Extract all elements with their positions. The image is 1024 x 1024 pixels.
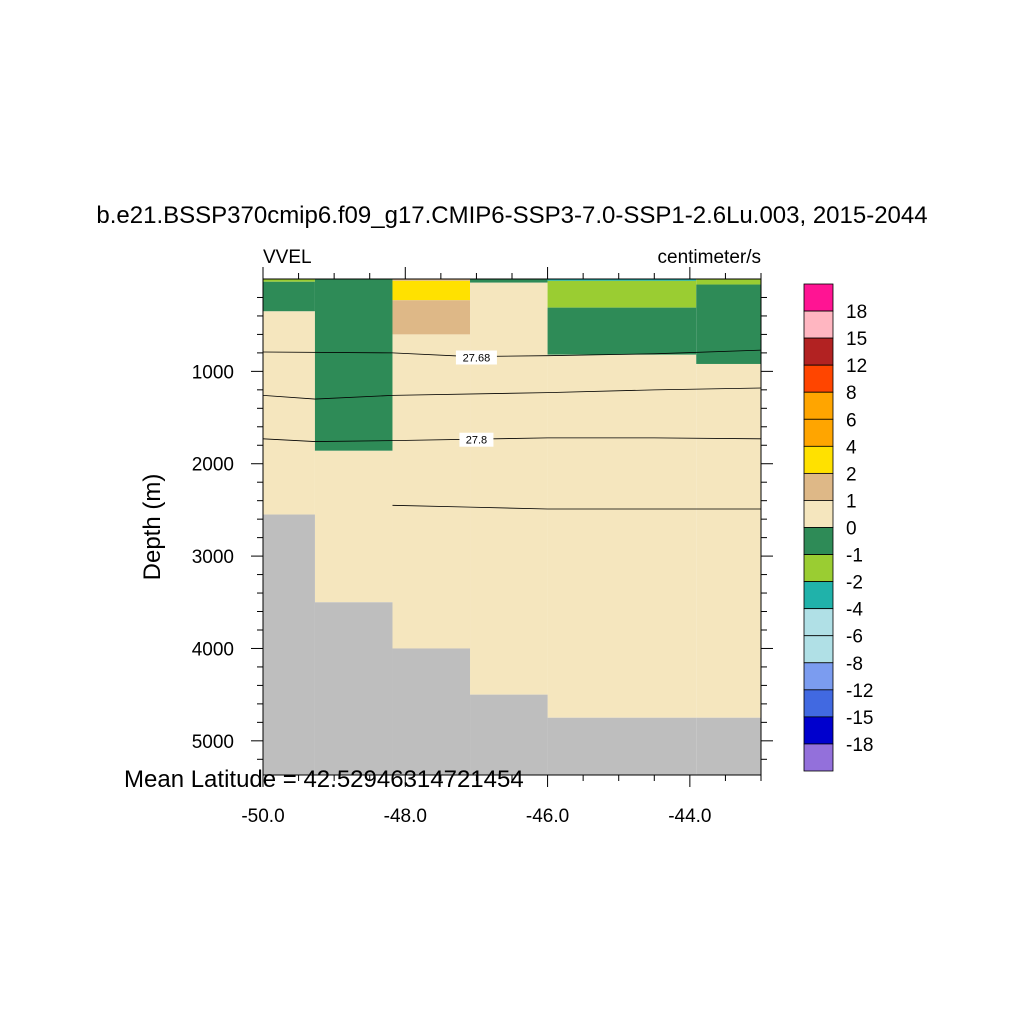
y-axis-label: Depth (m) — [139, 474, 166, 581]
velocity-cell — [547, 307, 697, 355]
colorbar-swatch — [803, 554, 834, 583]
colorbar-swatch — [803, 337, 834, 366]
density-contour — [262, 387, 762, 400]
colorbar-label: 2 — [846, 464, 857, 485]
colorbar-swatch — [803, 716, 834, 745]
mean-latitude-footer: Mean Latitude = 42.52946314721454 — [124, 766, 524, 793]
land-cell — [263, 514, 315, 775]
colorbar-swatch — [803, 662, 834, 691]
colorbar-swatch — [803, 743, 834, 772]
colorbar-swatch — [803, 445, 834, 474]
colorbar-label: -15 — [846, 708, 873, 729]
land-cell — [696, 717, 761, 775]
velocity-cell — [470, 282, 548, 695]
colorbar-swatch — [803, 391, 834, 420]
y-tick-label: 3000 — [192, 547, 234, 568]
colorbar — [803, 283, 834, 772]
colorbar-swatch — [803, 418, 834, 447]
colorbar-label: 15 — [846, 329, 867, 350]
colorbar-label: -8 — [846, 654, 863, 675]
land-cell — [547, 717, 697, 775]
y-tick-labels: 1000 2000 3000 4000 5000 — [192, 362, 234, 752]
plot-cells — [263, 279, 761, 718]
colorbar-swatch — [803, 635, 834, 664]
velocity-cell — [392, 334, 471, 649]
colorbar-swatch — [803, 283, 834, 312]
colorbar-label: 8 — [846, 383, 857, 404]
y-tick-label: 4000 — [192, 639, 234, 660]
land-cell — [470, 694, 548, 775]
contour-labels: 27.68 27.8 — [455, 350, 497, 447]
colorbar-swatch — [803, 364, 834, 393]
x-tick-label: -46.0 — [526, 806, 569, 827]
contour-label-bg — [455, 350, 497, 365]
velocity-cell — [314, 450, 393, 603]
velocity-cell — [392, 280, 471, 301]
velocity-cell — [547, 354, 697, 718]
colorbar-label: 4 — [846, 437, 857, 458]
velocity-cell — [696, 279, 761, 285]
colorbar-label: -12 — [846, 681, 873, 702]
colorbar-swatch — [803, 310, 834, 339]
variable-label: VVEL — [263, 247, 312, 268]
land-mask — [263, 514, 761, 775]
velocity-cell — [392, 300, 471, 335]
chart-title: b.e21.BSSP370cmip6.f09_g17.CMIP6-SSP3-7.… — [96, 202, 927, 229]
colorbar-label: -2 — [846, 573, 863, 594]
velocity-cell — [470, 279, 548, 283]
contour-label: 27.8 — [466, 435, 487, 447]
density-contour — [392, 504, 761, 510]
colorbar-swatch — [803, 608, 834, 637]
colorbar-label: 18 — [846, 302, 867, 323]
velocity-cell — [263, 311, 315, 515]
y-tick-label: 5000 — [192, 732, 234, 753]
land-cell — [392, 648, 471, 775]
velocity-cell — [696, 363, 761, 718]
colorbar-swatch — [803, 581, 834, 610]
velocity-cell — [263, 279, 315, 282]
velocity-cell — [547, 279, 697, 281]
contour-label: 27.68 — [463, 353, 491, 365]
velocity-cell — [314, 279, 393, 451]
velocity-cell — [392, 279, 471, 281]
colorbar-label: 0 — [846, 519, 857, 540]
colorbar-label: -1 — [846, 546, 863, 567]
y-tick-label: 1000 — [192, 362, 234, 383]
colorbar-swatch — [803, 472, 834, 501]
contour-label-bg — [459, 432, 494, 447]
velocity-cell — [547, 280, 697, 308]
velocity-cell — [263, 281, 315, 312]
x-tick-labels: -50.0 -48.0 -46.0 -44.0 — [241, 806, 711, 827]
x-tick-label: -48.0 — [384, 806, 427, 827]
units-label: centimeter/s — [658, 247, 761, 268]
axis-ticks — [251, 267, 773, 787]
density-contour — [262, 349, 762, 357]
colorbar-labels: 18 15 12 8 6 4 2 1 0 -1 -2 -4 -6 -8 -12 -15 -18 — [846, 302, 873, 756]
colorbar-label: -6 — [846, 627, 863, 648]
colorbar-swatch — [803, 500, 834, 528]
y-tick-label: 2000 — [192, 455, 234, 476]
colorbar-swatch — [803, 527, 834, 555]
colorbar-label: 1 — [846, 491, 857, 512]
x-tick-label: -44.0 — [668, 806, 711, 827]
x-tick-label: -50.0 — [241, 806, 284, 827]
colorbar-swatch — [803, 689, 834, 718]
colorbar-label: -18 — [846, 735, 873, 756]
colorbar-label: -4 — [846, 600, 863, 621]
colorbar-label: 12 — [846, 356, 867, 377]
land-cell — [314, 602, 393, 775]
colorbar-label: 6 — [846, 410, 857, 431]
